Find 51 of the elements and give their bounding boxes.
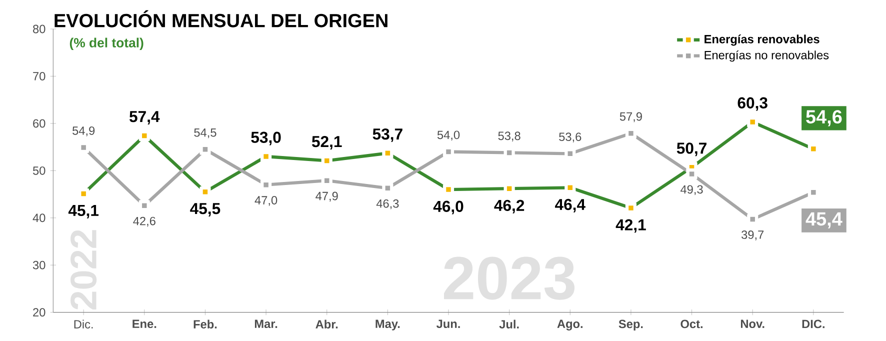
data-label: 50,7 xyxy=(676,142,706,156)
x-tick-label: Mar. xyxy=(254,320,278,328)
data-label: 53,7 xyxy=(372,128,402,142)
data-label: 60,3 xyxy=(738,97,768,111)
data-label: 45,4 xyxy=(806,212,842,228)
data-label: 54,0 xyxy=(437,130,460,140)
x-tick-label: Oct. xyxy=(680,320,702,328)
y-tick-label: 60 xyxy=(33,119,46,128)
data-label: 54,9 xyxy=(72,126,95,136)
data-label: 46,2 xyxy=(494,200,524,214)
data-label: 57,4 xyxy=(130,111,160,124)
y-tick-label: 20 xyxy=(33,308,46,316)
data-label: 46,0 xyxy=(433,200,464,214)
chart-title: EVOLUCIÓN MENSUAL DEL ORIGEN xyxy=(54,10,388,28)
data-label: 53,8 xyxy=(498,132,520,142)
x-tick-label: Nov. xyxy=(740,320,764,328)
legend-label: Energías no renovables xyxy=(704,50,829,62)
data-label: 47,9 xyxy=(316,192,338,202)
x-tick-label: Sep. xyxy=(618,320,643,330)
data-label: 46,4 xyxy=(555,198,586,212)
data-label: 42,1 xyxy=(616,219,646,233)
data-label: 42,6 xyxy=(133,216,156,226)
y-tick-label: 30 xyxy=(32,260,46,270)
point xyxy=(686,168,698,180)
x-tick-label: May. xyxy=(376,320,400,330)
x-tick-label: Abr. xyxy=(316,320,338,328)
data-label: 45,5 xyxy=(190,203,220,216)
x-tick-label: Feb. xyxy=(194,320,217,328)
data-label: 46,3 xyxy=(376,199,399,210)
data-label: 49,3 xyxy=(680,185,703,195)
x-tick-label: Ene. xyxy=(132,320,156,328)
x-tick-label: Jul. xyxy=(499,320,519,328)
y-tick-label: 70 xyxy=(33,72,46,80)
data-label: 39,7 xyxy=(742,230,764,240)
text: (% del total) xyxy=(70,38,144,50)
data-label: 52,1 xyxy=(312,136,342,150)
x-tick-label: DIC. xyxy=(802,320,824,328)
y-tick-label: 50 xyxy=(32,166,46,175)
data-label: 53,6 xyxy=(559,132,582,142)
legend-label: Energías renovables xyxy=(704,34,820,46)
x-tick-label: Jun. xyxy=(436,320,460,328)
y-tick-label: 80 xyxy=(33,24,46,34)
y-tick-label: 40 xyxy=(32,214,46,222)
data-label: 47,0 xyxy=(254,196,278,206)
x-tick-label: Dic. xyxy=(74,320,93,328)
data-label: 54,6 xyxy=(806,110,842,126)
x-tick-label: Ago. xyxy=(557,320,582,330)
data-label: 57,9 xyxy=(620,112,642,122)
data-label: 53,0 xyxy=(251,132,281,146)
data-label: 54,5 xyxy=(194,128,216,138)
data-label: 45,1 xyxy=(68,204,99,218)
